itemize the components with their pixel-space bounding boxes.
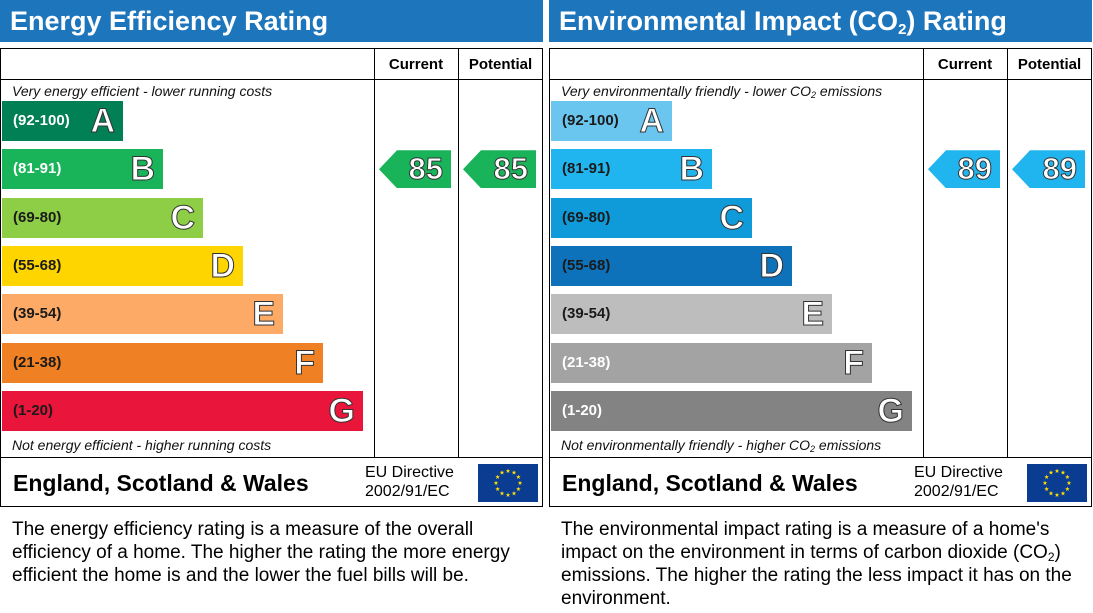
bottom-note-text: Not environmentally friendly - higher CO	[561, 437, 810, 453]
band-letter: A	[639, 102, 665, 141]
band-letter: E	[252, 295, 276, 334]
top-note: Very environmentally friendly - lower CO…	[561, 83, 883, 100]
band-range-label: (55-68)	[562, 256, 611, 274]
potential-rating-value: 85	[493, 151, 528, 187]
band-letter: F	[843, 343, 865, 382]
band-range-label: (39-54)	[13, 305, 62, 323]
band-letter: C	[719, 198, 745, 237]
column-divider	[374, 49, 375, 457]
directive-line-1: EU Directive	[365, 464, 454, 481]
band-letter: B	[130, 150, 156, 189]
footer-country: England, Scotland & Wales	[562, 470, 858, 496]
footer-directive: EU Directive 2002/91/EC	[914, 463, 1003, 501]
band-range-label: (81-91)	[562, 160, 611, 178]
band-letter: G	[328, 391, 355, 430]
column-header-potential: Potential	[468, 56, 533, 73]
eu-flag-icon	[1027, 464, 1087, 502]
footer-country: England, Scotland & Wales	[13, 470, 309, 496]
header-divider	[1, 79, 542, 80]
environmental-description: The environmental impact rating is a mea…	[561, 518, 1086, 610]
rating-band-g: (1-20) G	[551, 390, 912, 431]
rating-band-c: (69-80) C	[2, 197, 203, 238]
column-header-current: Current	[937, 56, 993, 73]
top-note: Very energy efficient - lower running co…	[12, 83, 273, 99]
energy-description: The energy efficiency rating is a measur…	[12, 519, 510, 586]
title-subscript: 2	[898, 21, 907, 38]
energy-rating-chart: Current Potential Very energy efficient …	[0, 48, 543, 458]
directive-line-2: 2002/91/EC	[914, 483, 999, 500]
column-header-potential: Potential	[1017, 56, 1082, 73]
header-divider	[550, 79, 1091, 80]
column-divider	[923, 49, 924, 457]
energy-efficiency-title: Energy Efficiency Rating	[0, 0, 543, 42]
bottom-note: Not energy efficient - higher running co…	[12, 437, 272, 453]
band-letter: D	[759, 246, 785, 285]
rating-band-b: (81-91) B	[2, 149, 163, 190]
current-rating-value: 85	[408, 151, 443, 187]
band-range-label: (69-80)	[562, 208, 611, 226]
band-letter: F	[294, 343, 316, 382]
band-range-label: (21-38)	[562, 353, 611, 371]
column-header-current: Current	[388, 56, 444, 73]
band-letter: C	[170, 198, 196, 237]
current-rating-value: 89	[957, 151, 992, 187]
band-letter: G	[877, 391, 904, 430]
description-text-end: ) emissions. The higher the rating the l…	[561, 542, 1072, 609]
rating-band-d: (55-68) D	[551, 245, 792, 286]
band-letter: E	[801, 295, 825, 334]
energy-efficiency-panel: Energy Efficiency Rating Current Potenti…	[0, 0, 543, 613]
rating-band-g: (1-20) G	[2, 390, 363, 431]
bottom-note: Not environmentally friendly - higher CO…	[561, 437, 882, 454]
rating-band-d: (55-68) D	[2, 245, 243, 286]
column-divider	[458, 49, 459, 457]
description-subscript: 2	[1047, 550, 1055, 564]
band-letter: D	[210, 246, 236, 285]
potential-rating-value: 89	[1042, 151, 1077, 187]
bottom-note-subscript: 2	[810, 444, 816, 454]
band-range-label: (21-38)	[13, 353, 62, 371]
band-range-label: (92-100)	[13, 112, 70, 129]
rating-band-a: (92-100) A	[2, 101, 123, 141]
footer: England, Scotland & Wales EU Directive 2…	[0, 457, 543, 507]
footer-directive: EU Directive 2002/91/EC	[365, 463, 454, 501]
rating-band-e: (39-54) E	[551, 294, 832, 335]
potential-rating-arrow: 89	[1012, 150, 1085, 189]
rating-band-b: (81-91) B	[551, 149, 712, 190]
eu-flag-icon	[478, 464, 538, 502]
current-rating-arrow: 89	[928, 150, 1000, 189]
band-range-label: (1-20)	[13, 401, 54, 419]
band-letter: A	[90, 102, 116, 141]
directive-line-2: 2002/91/EC	[365, 483, 450, 500]
environmental-impact-panel: Environmental Impact (CO2) Rating Curren…	[549, 0, 1092, 613]
rating-band-e: (39-54) E	[2, 294, 283, 335]
potential-rating-arrow: 85	[463, 150, 536, 189]
column-divider	[1007, 49, 1008, 457]
band-range-label: (69-80)	[13, 208, 62, 226]
band-range-label: (55-68)	[13, 256, 62, 274]
description-text: The environmental impact rating is a mea…	[561, 519, 1050, 563]
rating-band-f: (21-38) F	[2, 342, 323, 383]
footer: England, Scotland & Wales EU Directive 2…	[549, 457, 1092, 507]
band-letter: B	[679, 150, 705, 189]
bottom-note-text-end: emissions	[815, 437, 882, 453]
current-rating-arrow: 85	[379, 150, 451, 189]
environmental-rating-chart: Current Potential Very environmentally f…	[549, 48, 1092, 458]
rating-band-a: (92-100) A	[551, 101, 672, 141]
band-range-label: (39-54)	[562, 305, 611, 323]
top-note-text-end: emissions	[816, 83, 883, 99]
band-range-label: (1-20)	[562, 401, 603, 419]
rating-band-c: (69-80) C	[551, 197, 752, 238]
band-range-label: (92-100)	[562, 112, 619, 129]
directive-line-1: EU Directive	[914, 464, 1003, 481]
top-note-text: Very environmentally friendly - lower CO	[561, 83, 812, 99]
rating-band-f: (21-38) F	[551, 342, 872, 383]
title-text: Environmental Impact (CO	[559, 6, 899, 36]
band-range-label: (81-91)	[13, 160, 62, 178]
environmental-impact-title: Environmental Impact (CO2) Rating	[549, 0, 1092, 42]
top-note-subscript: 2	[811, 90, 817, 100]
title-text-end: ) Rating	[906, 6, 1007, 36]
